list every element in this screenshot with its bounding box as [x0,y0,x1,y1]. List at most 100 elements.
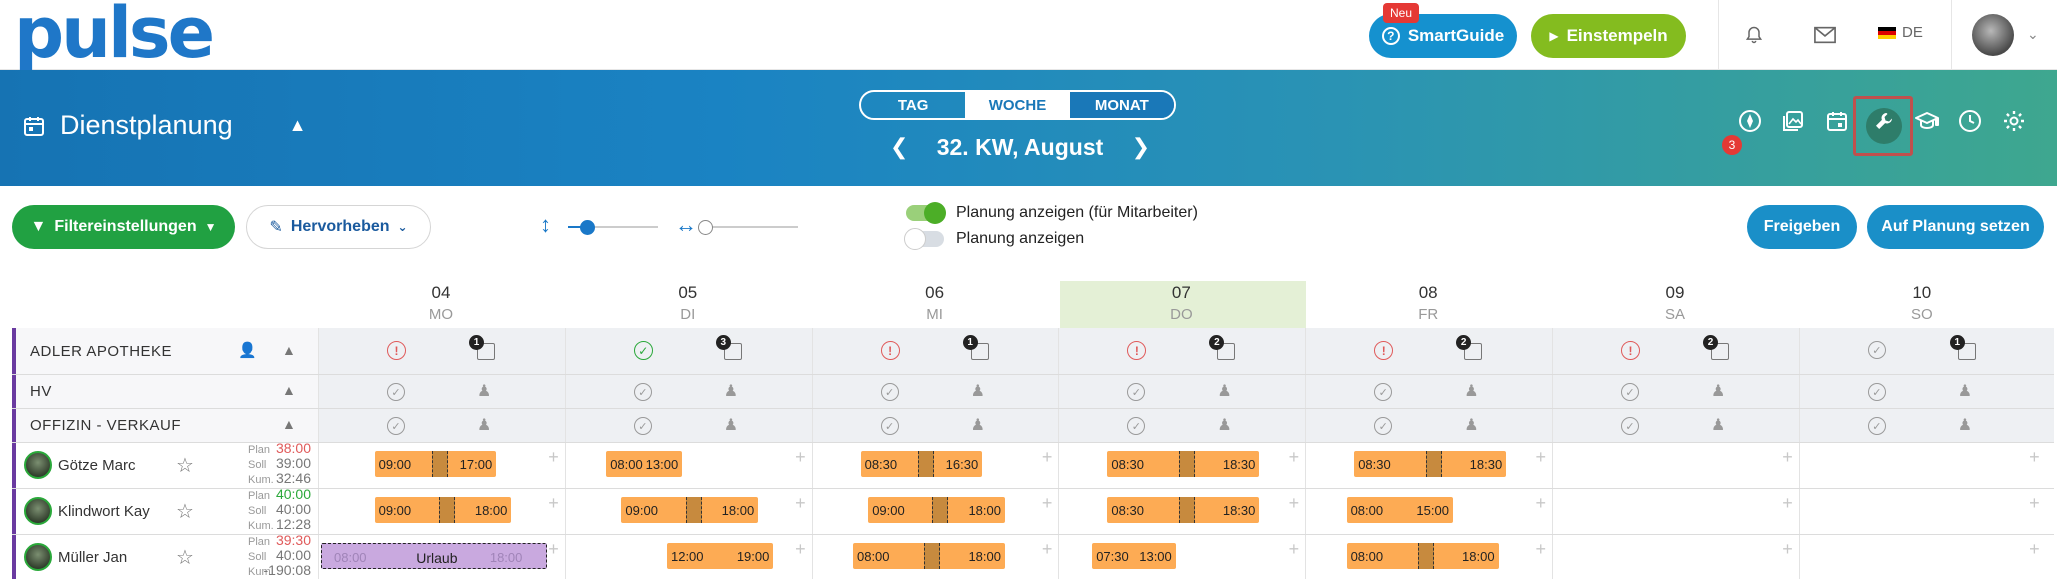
add-user-icon[interactable]: 👤 [238,342,257,359]
day-cell[interactable]: +08:00 Urlaub 18:00 [318,535,565,579]
person-walking-icon[interactable]: ♟ [1464,383,1479,400]
person-walking-icon[interactable]: ♟ [970,383,985,400]
add-shift-icon[interactable]: + [2029,539,2040,559]
add-shift-icon[interactable]: + [1535,447,1546,467]
vacation-block[interactable]: 08:00 Urlaub 18:00 [321,543,548,569]
shift-block[interactable]: 09:00 18:00 [374,497,512,523]
day-cell[interactable]: +08:30 16:30 [811,443,1059,488]
release-button[interactable]: Freigeben [1747,205,1857,249]
person-walking-icon[interactable]: ♟ [1217,417,1232,434]
day-cell[interactable]: ! 1 [811,328,1059,374]
day-cell[interactable]: ✓ ♟ [1058,409,1305,442]
day-cell[interactable]: +09:00 18:00 [811,489,1059,534]
add-shift-icon[interactable]: + [1288,493,1300,513]
add-shift-icon[interactable]: + [2029,447,2040,467]
row-height-slider-handle[interactable] [580,220,595,235]
shift-block[interactable]: 08:30 16:30 [860,451,983,477]
day-cell[interactable]: ✓ ♟ [318,409,565,442]
add-shift-icon[interactable]: + [1041,447,1053,467]
person-walking-icon[interactable]: ♟ [477,383,492,400]
pulse-logo[interactable]: pulse [14,0,215,74]
filter-settings-button[interactable]: ▼ Filtereinstellungen ▼ [12,205,235,249]
calendar-icon[interactable] [1957,343,1976,360]
day-cell[interactable]: ✓ ♟ [1552,375,1799,408]
day-cell[interactable]: ✓ ♟ [811,409,1059,442]
add-shift-icon[interactable]: + [1288,539,1300,559]
person-walking-icon[interactable]: ♟ [1957,383,1973,400]
chevron-up-icon[interactable]: ▲ [282,341,296,358]
day-cell[interactable]: ✓ ♟ [564,375,812,408]
gallery-icon[interactable] [1776,104,1810,138]
calendar-icon[interactable] [1711,343,1729,360]
calendar-icon[interactable] [1217,343,1236,360]
gear-icon[interactable] [1997,104,2031,138]
clock-icon[interactable] [1953,104,1987,138]
switch-plan-employees[interactable]: Planung anzeigen (für Mitarbeiter) [906,202,1198,224]
day-cell[interactable]: +08:30 18:30 [1058,443,1305,488]
calendar-icon[interactable] [970,343,989,360]
tab-week[interactable]: WOCHE [965,92,1070,118]
add-shift-icon[interactable]: + [1535,493,1546,513]
day-cell[interactable]: ✓ ♟ [1305,375,1552,408]
graduation-cap-icon[interactable] [1910,104,1944,138]
chevron-right-icon[interactable]: ❯ [1131,134,1150,159]
day-cell[interactable]: +08:30 18:30 [1058,489,1305,534]
column-width-slider[interactable] [700,226,798,228]
day-cell[interactable]: +09:00 18:00 [318,489,565,534]
add-shift-icon[interactable]: + [795,447,806,467]
day-cell[interactable]: +09:00 17:00 [318,443,565,488]
switch-plan[interactable]: Planung anzeigen [904,228,1084,250]
day-cell[interactable]: ✓ 1 [1798,328,2046,374]
bell-icon[interactable] [1739,20,1769,50]
day-cell[interactable]: ✓ ♟ [1798,409,2046,442]
add-shift-icon[interactable]: + [1535,539,1546,559]
column-width-slider-handle[interactable] [698,220,713,235]
day-cell[interactable]: +07:30 13:00 [1058,535,1305,579]
add-shift-icon[interactable]: + [1288,447,1300,467]
highlight-button[interactable]: ✎ Hervorheben ⌄ [246,205,431,249]
shift-block[interactable]: 08:00 18:00 [852,543,1005,569]
day-cell[interactable]: ✓ ♟ [1798,375,2046,408]
day-cell[interactable]: ✓ 3 [564,328,812,374]
employee-name[interactable]: Götze Marc [58,457,136,474]
day-cell[interactable]: ! 2 [1058,328,1305,374]
person-walking-icon[interactable]: ♟ [723,417,739,434]
day-cell[interactable]: +08:00 18:00 [1305,535,1552,579]
tab-day[interactable]: TAG [897,96,929,114]
day-cell[interactable]: ✓ ♟ [1305,409,1552,442]
toggle-on[interactable] [906,202,946,224]
day-cell[interactable]: ! 2 [1305,328,1552,374]
day-cell[interactable]: +08:00 13:00 [564,443,812,488]
add-shift-icon[interactable]: + [1041,539,1053,559]
day-cell[interactable]: +09:00 18:00 [564,489,812,534]
calendar-icon[interactable] [1464,343,1483,360]
shift-block[interactable]: 08:30 18:30 [1107,451,1260,477]
chevron-down-icon[interactable]: ⌄ [2027,26,2039,42]
day-cell[interactable]: + [1552,535,1799,579]
day-cell[interactable]: ✓ ♟ [318,375,565,408]
calendar-icon[interactable] [477,343,495,360]
shift-block[interactable]: 08:30 18:30 [1354,451,1507,477]
employee-name[interactable]: Müller Jan [58,549,128,566]
day-cell[interactable]: + [1798,443,2046,488]
tab-month[interactable]: MONAT [1069,92,1174,118]
day-cell[interactable]: + [1798,489,2046,534]
day-cell[interactable]: + [1552,489,1799,534]
shift-block[interactable]: 08:00 18:00 [1346,543,1499,569]
calendar-icon[interactable] [723,343,742,360]
chevron-up-icon[interactable]: ▲ [282,382,296,398]
star-icon[interactable]: ☆ [176,455,194,477]
chevron-up-icon[interactable]: ▲ [282,416,296,432]
employee-name[interactable]: Klindwort Kay [58,503,150,520]
person-walking-icon[interactable]: ♟ [970,417,985,434]
day-cell[interactable]: +08:30 18:30 [1305,443,1552,488]
person-walking-icon[interactable]: ♟ [1711,417,1726,434]
add-shift-icon[interactable]: + [548,447,559,467]
add-shift-icon[interactable]: + [795,539,806,559]
add-shift-icon[interactable]: + [2029,493,2040,513]
day-cell[interactable]: ✓ ♟ [564,409,812,442]
day-cell[interactable]: +08:00 18:00 [811,535,1059,579]
add-shift-icon[interactable]: + [1782,493,1793,513]
add-shift-icon[interactable]: + [1782,447,1793,467]
smartguide-button[interactable]: ? SmartGuide [1369,14,1517,58]
